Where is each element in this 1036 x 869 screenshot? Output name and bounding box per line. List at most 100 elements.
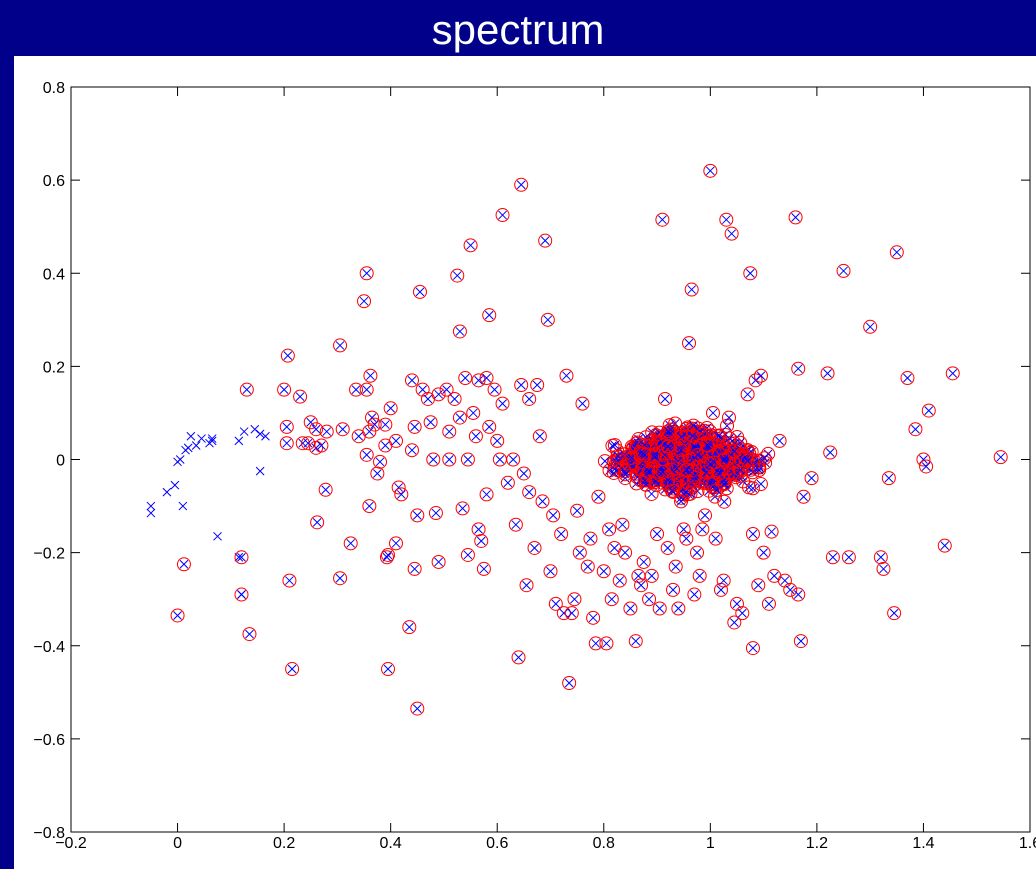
- data-point-circled: [543, 564, 558, 579]
- data-point-circled: [721, 410, 736, 425]
- data-point-circled: [908, 422, 923, 437]
- data-point-circled: [660, 540, 675, 555]
- data-point-circled: [887, 606, 902, 621]
- cluster-point: [753, 477, 768, 492]
- data-point-circled: [554, 527, 569, 541]
- data-point-x: [207, 436, 217, 446]
- data-point-circled: [357, 294, 372, 309]
- data-point-circled: [679, 531, 694, 546]
- data-point-circled: [564, 606, 579, 621]
- data-point-circled: [644, 568, 659, 583]
- cluster-point: [606, 465, 621, 480]
- data-point-circled: [293, 389, 308, 404]
- data-point-x: [146, 501, 156, 511]
- data-point-circled: [658, 391, 673, 406]
- x-tick-label: 0.4: [380, 835, 402, 852]
- plot-panel: −0.2 0 0.2 0.4 0.6 0.8 1 1.2 1.4 1.6 −0.8 −0.6 −0.4 −…: [14, 56, 1036, 869]
- scatter-chart: −0.2 0 0.2 0.4 0.6 0.8 1 1.2 1.4 1.6 −0.8 −0.6 −0.4 −…: [33, 80, 1036, 852]
- data-point-circled: [514, 378, 529, 392]
- data-point-circled: [370, 466, 385, 481]
- series-1: [170, 163, 1008, 716]
- data-point-circled: [650, 527, 665, 541]
- data-point-circled: [407, 561, 422, 576]
- data-point-x: [170, 480, 180, 490]
- data-point-circled: [825, 550, 840, 565]
- cluster-point: [705, 476, 720, 491]
- data-point-circled: [280, 348, 295, 363]
- data-point-circled: [277, 382, 292, 397]
- data-point-circled: [530, 378, 545, 392]
- x-tick-label: 0: [173, 835, 182, 852]
- data-point-x: [207, 434, 217, 443]
- cluster-point: [745, 481, 760, 496]
- data-point-circled: [636, 554, 651, 569]
- data-point-circled: [668, 559, 683, 574]
- data-point-circled: [876, 561, 891, 576]
- data-point-circled: [556, 606, 571, 621]
- data-point-circled: [442, 452, 457, 467]
- data-point-circled: [724, 226, 739, 241]
- data-point-circled: [176, 557, 191, 572]
- data-point-circled: [652, 601, 667, 616]
- data-point-circled: [468, 429, 483, 444]
- data-point-circled: [719, 212, 734, 227]
- data-point-circled: [671, 601, 686, 616]
- data-point-circled: [359, 447, 374, 462]
- data-point-circled: [490, 433, 505, 448]
- data-point-x: [234, 552, 244, 562]
- cluster-point: [717, 494, 732, 509]
- data-point-circled: [474, 533, 489, 548]
- data-point-circled: [495, 208, 510, 223]
- data-point-circled: [522, 391, 537, 406]
- data-point-circled: [388, 433, 403, 448]
- data-point-circled: [777, 573, 792, 588]
- data-point-circled: [836, 263, 851, 278]
- data-point-circled: [442, 424, 457, 439]
- cluster-point: [605, 438, 620, 453]
- data-point-circled: [439, 382, 454, 397]
- data-point-circled: [373, 454, 388, 469]
- data-point-circled: [506, 452, 521, 467]
- axes: −0.2 0 0.2 0.4 0.6 0.8 1 1.2 1.4 1.6 −0.8 −0.6 −0.4 −…: [33, 80, 1036, 852]
- cluster-point: [686, 418, 701, 433]
- data-point-circled: [535, 494, 550, 509]
- data-point-x: [239, 427, 249, 436]
- data-point-circled: [404, 443, 419, 458]
- cluster-point: [703, 456, 718, 471]
- data-point-circled: [310, 515, 325, 530]
- y-tick-label: 0.8: [43, 80, 65, 97]
- data-point-circled: [791, 361, 806, 376]
- data-point-circled: [479, 371, 494, 386]
- x-tick-label: 0.2: [273, 835, 295, 852]
- data-point-circled: [783, 582, 798, 597]
- data-point-circled: [359, 266, 374, 281]
- data-point-circled: [402, 620, 417, 635]
- data-point-circled: [404, 373, 419, 388]
- data-point-circled: [548, 596, 563, 611]
- data-point-circled: [684, 282, 699, 297]
- data-point-circled: [596, 564, 611, 579]
- data-point-circled: [559, 368, 574, 383]
- data-point-circled: [431, 387, 446, 402]
- data-point-circled: [945, 366, 960, 381]
- data-point-circled: [460, 547, 475, 562]
- data-point-circled: [682, 336, 697, 351]
- data-point-circled: [410, 508, 425, 523]
- cluster-point: [690, 448, 705, 463]
- data-point-circled: [460, 452, 475, 467]
- data-point-circled: [450, 268, 465, 283]
- y-tick-label: −0.4: [33, 639, 65, 656]
- data-point-circled: [820, 366, 835, 381]
- data-point-circled: [309, 422, 324, 437]
- data-point-circled: [482, 419, 497, 434]
- data-point-circled: [599, 636, 614, 651]
- data-point-circled: [586, 610, 601, 625]
- data-point-circled: [727, 615, 742, 630]
- data-point-circled: [479, 487, 494, 502]
- data-point-circled: [676, 522, 691, 537]
- cluster-point: [660, 439, 675, 454]
- data-point-circled: [889, 245, 904, 260]
- data-point-circled: [628, 634, 643, 649]
- data-point-circled: [695, 522, 710, 537]
- y-tick-label: 0.6: [43, 173, 65, 190]
